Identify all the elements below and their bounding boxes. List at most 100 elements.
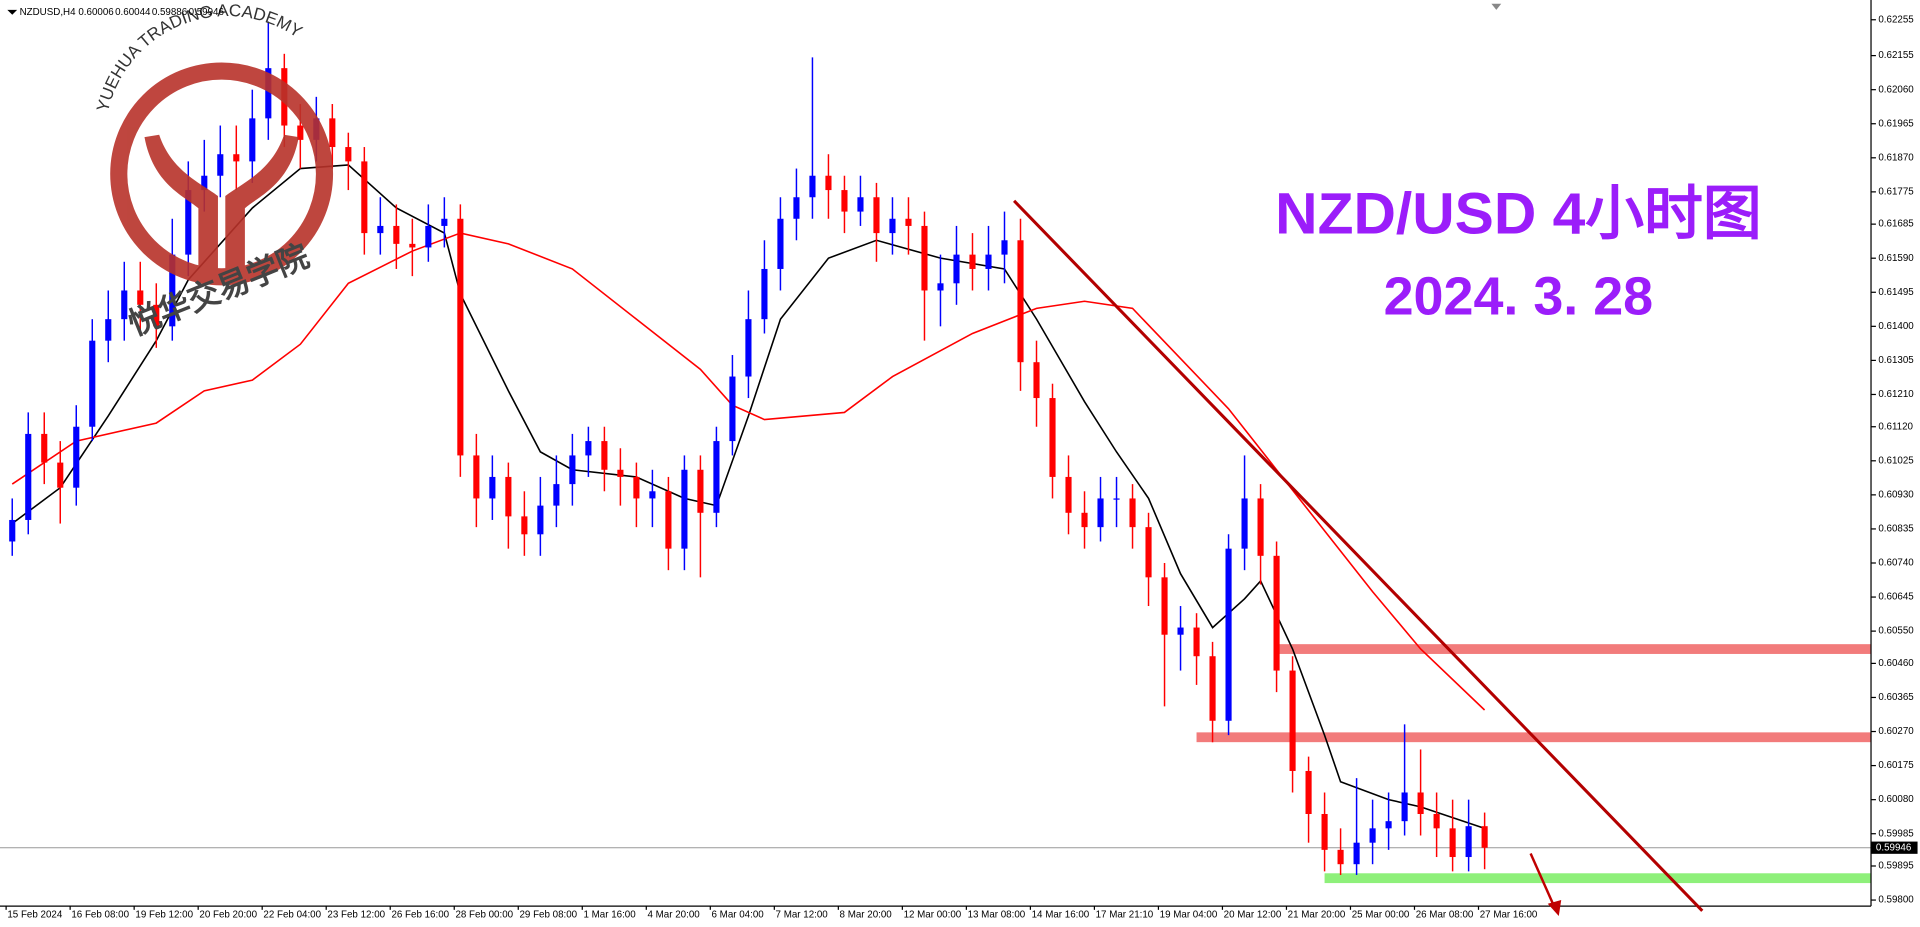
header-icon xyxy=(7,9,18,15)
y-tick-label: 0.60080 xyxy=(1878,794,1914,805)
y-tick-label: 0.60175 xyxy=(1878,760,1914,771)
y-tick-label: 0.60740 xyxy=(1878,558,1914,569)
candle-body xyxy=(9,519,16,542)
candle-body xyxy=(441,218,448,226)
x-tick-label: 20 Feb 20:00 xyxy=(199,909,257,920)
candle-body xyxy=(745,319,752,377)
chart-subtitle: 2024. 3. 28 xyxy=(1384,266,1654,326)
candle-body xyxy=(1417,792,1424,814)
x-tick-label: 19 Feb 12:00 xyxy=(135,909,193,920)
candle-body xyxy=(1353,842,1360,865)
x-tick-label: 20 Mar 12:00 xyxy=(1224,909,1282,920)
x-tick-label: 29 Feb 08:00 xyxy=(519,909,577,920)
candle-body xyxy=(153,304,160,327)
candle-body xyxy=(393,225,400,244)
candle-body xyxy=(1177,627,1184,635)
x-tick-label: 6 Mar 04:00 xyxy=(712,909,765,920)
candle-body xyxy=(681,469,688,549)
price-tag xyxy=(1871,841,1918,854)
y-tick-label: 0.61305 xyxy=(1878,355,1914,366)
candle-body xyxy=(1161,577,1168,635)
candle-body xyxy=(521,516,528,535)
y-tick-label: 0.61590 xyxy=(1878,253,1914,264)
candle-body xyxy=(25,433,32,520)
y-tick-label: 0.62060 xyxy=(1878,84,1914,95)
candle-body xyxy=(105,319,112,341)
candle-body xyxy=(377,225,384,234)
candle-body xyxy=(921,225,928,291)
y-tick-label: 0.61210 xyxy=(1878,389,1914,400)
y-tick-label: 0.59800 xyxy=(1878,895,1914,906)
y-tick-label: 0.60365 xyxy=(1878,692,1914,703)
logo-ring xyxy=(110,62,334,286)
candle-body xyxy=(1449,828,1456,858)
level-zone xyxy=(1324,873,1872,884)
candle-body xyxy=(249,118,256,162)
candle-body xyxy=(1321,813,1328,850)
candle-body xyxy=(809,175,816,198)
candle-body xyxy=(729,376,736,442)
candle-body xyxy=(649,491,656,499)
candle-body xyxy=(969,254,976,269)
x-tick-label: 14 Mar 16:00 xyxy=(1032,909,1090,920)
candle-body xyxy=(121,290,128,320)
candle-body xyxy=(89,340,96,427)
logo-mark xyxy=(144,134,299,272)
candle-body xyxy=(601,441,608,470)
price-tag-label: 0.59946 xyxy=(1876,842,1912,853)
candle-body xyxy=(1145,527,1152,578)
candle-body xyxy=(633,476,640,499)
candle-body xyxy=(665,491,672,549)
x-tick-label: 17 Mar 21:10 xyxy=(1096,909,1154,920)
x-tick-label: 13 Mar 08:00 xyxy=(968,909,1026,920)
candle-body xyxy=(41,433,48,463)
header-low: 0.59886 xyxy=(152,7,188,18)
candle-body xyxy=(937,283,944,291)
y-tick-label: 0.61400 xyxy=(1878,321,1914,332)
candle-body xyxy=(1481,826,1488,848)
candle-body xyxy=(585,441,592,456)
candle-body xyxy=(329,118,336,148)
x-tick-label: 26 Feb 16:00 xyxy=(391,909,449,920)
chart-title: NZD/USD 4小时图 xyxy=(1275,182,1761,247)
candle-body xyxy=(953,254,960,284)
x-tick-label: 28 Feb 00:00 xyxy=(455,909,513,920)
candle-body xyxy=(137,290,144,305)
candle-body xyxy=(1401,792,1408,822)
y-tick-label: 0.61495 xyxy=(1878,287,1914,298)
candle-body xyxy=(553,484,560,506)
candle-body xyxy=(1081,512,1088,528)
candle-body xyxy=(1113,498,1120,500)
down-arrow xyxy=(1529,853,1562,916)
candle-body xyxy=(233,154,240,162)
level-zone xyxy=(1276,644,1872,654)
plot xyxy=(0,21,1872,884)
x-tick-label: 15 Feb 2024 xyxy=(7,909,62,920)
candle-body xyxy=(1257,498,1264,556)
candle-body xyxy=(1337,849,1344,865)
arrow-shaft xyxy=(1529,853,1557,910)
y-tick-label: 0.60270 xyxy=(1878,726,1914,737)
candle-body xyxy=(201,175,208,191)
candle-body xyxy=(697,469,704,513)
candle-body xyxy=(713,441,720,513)
candle-body xyxy=(889,218,896,234)
candle-body xyxy=(1209,656,1216,721)
candle-body xyxy=(761,268,768,320)
candle-body xyxy=(1065,476,1072,513)
y-tick-label: 0.60930 xyxy=(1878,489,1914,500)
candle-body xyxy=(457,218,464,456)
candle-body xyxy=(1129,498,1136,528)
y-tick-label: 0.59895 xyxy=(1878,861,1914,872)
y-tick-label: 0.61870 xyxy=(1878,152,1914,163)
candle-body xyxy=(905,218,912,226)
candle-body xyxy=(873,197,880,234)
y-tick-label: 0.60550 xyxy=(1878,626,1914,637)
y-tick-label: 0.59985 xyxy=(1878,828,1914,839)
candle-body xyxy=(505,476,512,517)
candle-body xyxy=(1001,240,1008,255)
candle-body xyxy=(489,476,496,499)
candle-body xyxy=(1049,398,1056,477)
candle-body xyxy=(361,161,368,234)
